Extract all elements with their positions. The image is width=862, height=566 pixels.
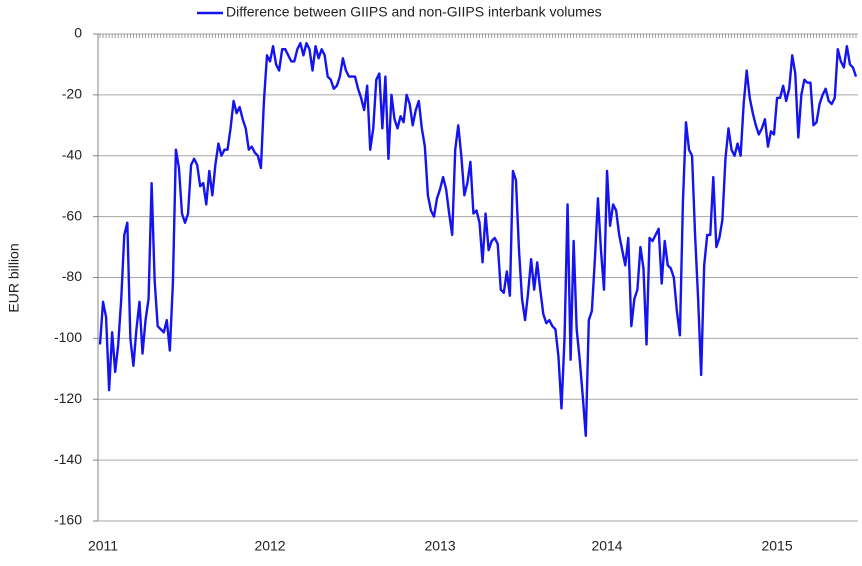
y-tick-label: -100 xyxy=(54,329,82,345)
data-line xyxy=(98,41,858,437)
y-tick-label: -60 xyxy=(62,207,82,223)
y-tick-label: -80 xyxy=(62,268,82,284)
x-tick-label: 2014 xyxy=(591,538,622,554)
y-tick-label: -160 xyxy=(54,512,82,528)
y-tick-label: 0 xyxy=(74,25,82,41)
x-tick-label: 2013 xyxy=(424,538,455,554)
y-tick-label: -140 xyxy=(54,451,82,467)
y-tick-label: -120 xyxy=(54,390,82,406)
x-tick-label: 2012 xyxy=(254,538,285,554)
x-tick-label: 2015 xyxy=(761,538,792,554)
y-axis-label: EUR billion xyxy=(6,243,22,312)
y-tick-label: -40 xyxy=(62,146,82,162)
x-tick-label: 2011 xyxy=(88,538,118,554)
legend-label: Difference between GIIPS and non-GIIPS i… xyxy=(226,4,602,20)
y-tick-label: -20 xyxy=(62,86,82,102)
